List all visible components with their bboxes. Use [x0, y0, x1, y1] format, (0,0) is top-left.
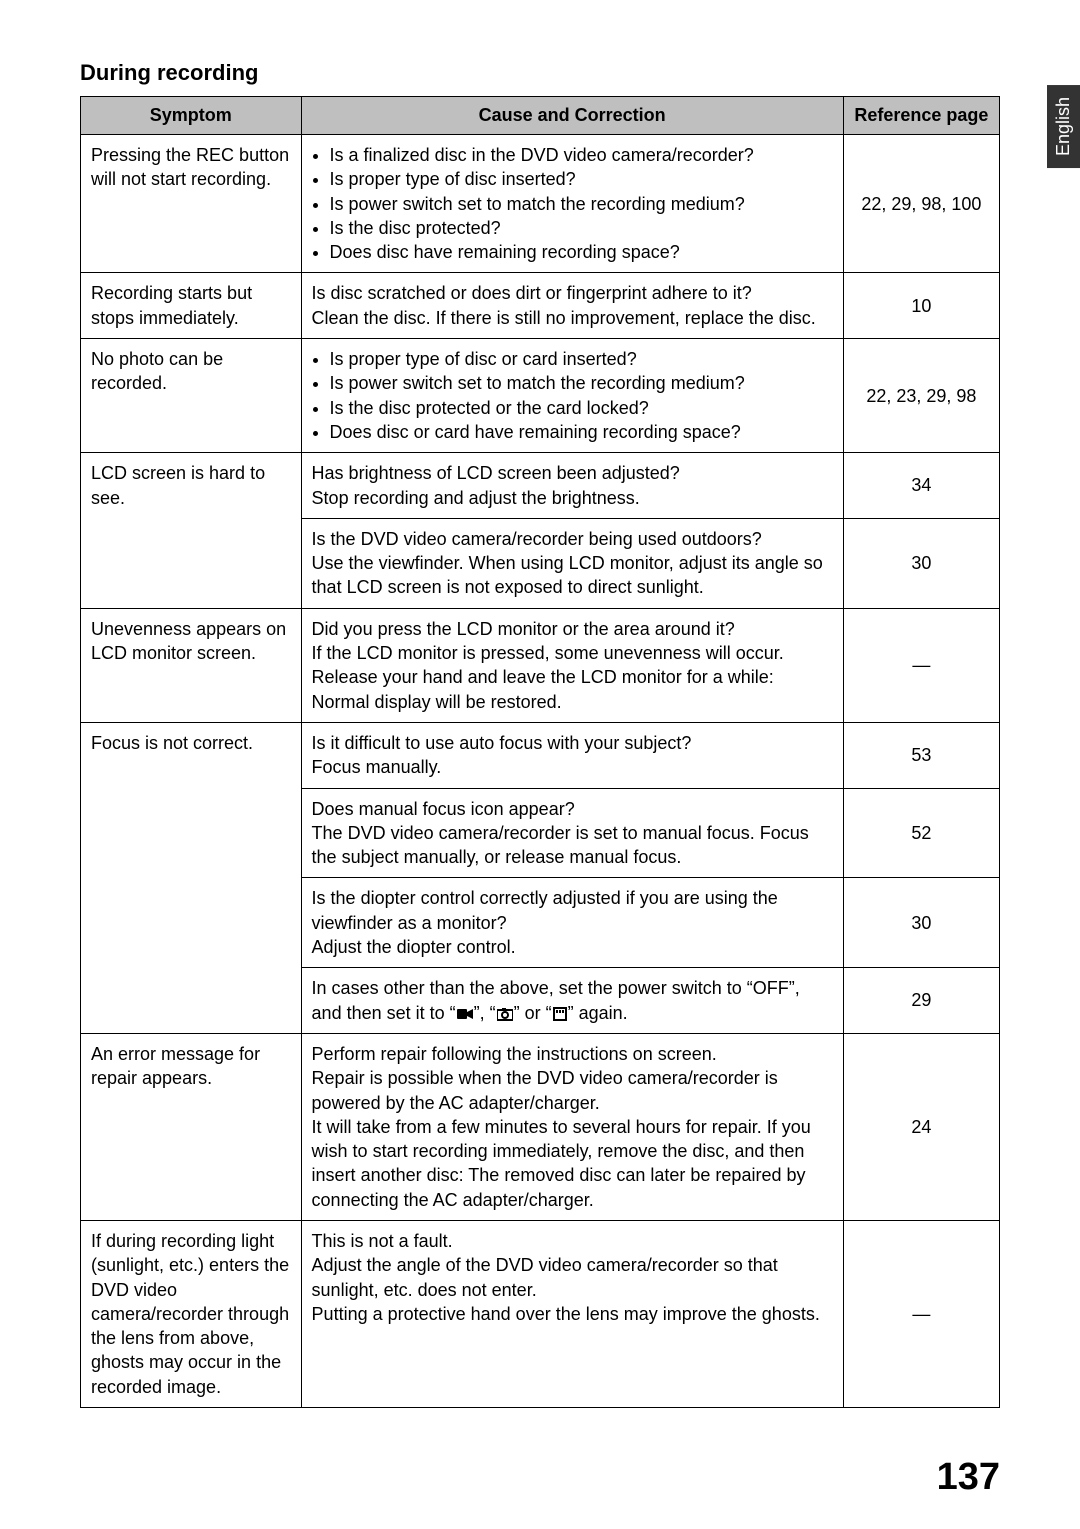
table-row: Focus is not correct.Is it difficult to …	[81, 722, 1000, 788]
page-number: 137	[937, 1456, 1000, 1499]
section-title: During recording	[80, 60, 1000, 86]
cause-list-item: Does disc have remaining recording space…	[330, 240, 833, 264]
cause-list-item: Is proper type of disc inserted?	[330, 167, 833, 191]
table-row: An error message for repair appears.Perf…	[81, 1033, 1000, 1220]
table-row: Pressing the REC button will not start r…	[81, 135, 1000, 273]
cause-cell: Perform repair following the instruction…	[301, 1033, 843, 1220]
cause-cell: Does manual focus icon appear?The DVD vi…	[301, 788, 843, 878]
reference-cell: 29	[843, 968, 999, 1034]
cause-cell: Is a finalized disc in the DVD video cam…	[301, 135, 843, 273]
cause-cell: Is the diopter control correctly adjuste…	[301, 878, 843, 968]
cause-cell: Is proper type of disc or card inserted?…	[301, 339, 843, 453]
cause-cell: Is the DVD video camera/recorder being u…	[301, 518, 843, 608]
cause-list-item: Is the disc protected?	[330, 216, 833, 240]
cause-list-item: Is power switch set to match the recordi…	[330, 371, 833, 395]
table-row: Unevenness appears on LCD monitor screen…	[81, 608, 1000, 722]
table-row: If during recording light (sunlight, etc…	[81, 1220, 1000, 1407]
reference-cell: —	[843, 608, 999, 722]
cause-list-item: Is a finalized disc in the DVD video cam…	[330, 143, 833, 167]
reference-cell: 24	[843, 1033, 999, 1220]
header-symptom: Symptom	[81, 97, 302, 135]
header-reference: Reference page	[843, 97, 999, 135]
reference-cell: 53	[843, 722, 999, 788]
reference-cell: 22, 23, 29, 98	[843, 339, 999, 453]
cause-cell: This is not a fault.Adjust the angle of …	[301, 1220, 843, 1407]
reference-cell: 52	[843, 788, 999, 878]
symptom-cell: If during recording light (sunlight, etc…	[81, 1220, 302, 1407]
symptom-cell: Focus is not correct.	[81, 722, 302, 1033]
cause-cell: Did you press the LCD monitor or the are…	[301, 608, 843, 722]
card-mode-icon	[553, 1007, 567, 1021]
language-tab: English	[1047, 85, 1080, 168]
table-header-row: Symptom Cause and Correction Reference p…	[81, 97, 1000, 135]
cause-cell: In cases other than the above, set the p…	[301, 968, 843, 1034]
reference-cell: 30	[843, 878, 999, 968]
table-row: Recording starts but stops immediately.I…	[81, 273, 1000, 339]
cause-list-item: Is the disc protected or the card locked…	[330, 396, 833, 420]
symptom-cell: Recording starts but stops immediately.	[81, 273, 302, 339]
symptom-cell: An error message for repair appears.	[81, 1033, 302, 1220]
troubleshooting-table: Symptom Cause and Correction Reference p…	[80, 96, 1000, 1408]
cause-cell: Is disc scratched or does dirt or finger…	[301, 273, 843, 339]
table-row: LCD screen is hard to see.Has brightness…	[81, 453, 1000, 519]
cause-list-item: Is proper type of disc or card inserted?	[330, 347, 833, 371]
reference-cell: 30	[843, 518, 999, 608]
cause-list-item: Is power switch set to match the recordi…	[330, 192, 833, 216]
photo-mode-icon	[497, 1007, 513, 1021]
video-mode-icon	[457, 1007, 473, 1021]
header-cause: Cause and Correction	[301, 97, 843, 135]
reference-cell: —	[843, 1220, 999, 1407]
cause-list-item: Does disc or card have remaining recordi…	[330, 420, 833, 444]
symptom-cell: Unevenness appears on LCD monitor screen…	[81, 608, 302, 722]
reference-cell: 10	[843, 273, 999, 339]
symptom-cell: No photo can be recorded.	[81, 339, 302, 453]
reference-cell: 22, 29, 98, 100	[843, 135, 999, 273]
symptom-cell: Pressing the REC button will not start r…	[81, 135, 302, 273]
symptom-cell: LCD screen is hard to see.	[81, 453, 302, 608]
reference-cell: 34	[843, 453, 999, 519]
cause-cell: Is it difficult to use auto focus with y…	[301, 722, 843, 788]
cause-cell: Has brightness of LCD screen been adjust…	[301, 453, 843, 519]
table-row: No photo can be recorded.Is proper type …	[81, 339, 1000, 453]
